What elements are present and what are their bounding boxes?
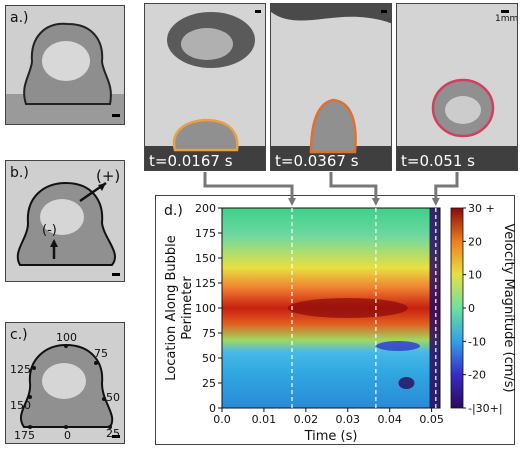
frame-3-scene xyxy=(397,4,517,170)
heatmap-low-band xyxy=(376,341,421,351)
perimeter-mark-25: 25 xyxy=(106,427,120,440)
heatmap-low-spot xyxy=(398,377,415,389)
frame-1-time: t=0.0167 s xyxy=(149,152,233,170)
perimeter-mark-50: 50 xyxy=(106,391,120,404)
y-tick-label: 0 xyxy=(209,402,216,415)
y-tick-label: 150 xyxy=(195,252,216,265)
perimeter-mark-100: 100 xyxy=(56,331,77,344)
colorbar-tick-label: -20 xyxy=(468,369,486,382)
scale-bar-label: 1mm xyxy=(495,14,518,24)
x-tick-label: 0.0 xyxy=(213,413,231,426)
positive-direction-label: (+) xyxy=(96,167,121,185)
y-tick-label: 100 xyxy=(195,302,216,315)
frame-connector-arrow-icon xyxy=(288,198,297,206)
panel-b-label: b.) xyxy=(10,165,29,181)
perimeter-mark-0: 0 xyxy=(64,429,71,442)
colorbar-tick-label: 0 xyxy=(468,302,475,315)
panel-d-label: d.) xyxy=(164,203,183,219)
x-axis-title: Time (s) xyxy=(304,429,358,444)
frame-2-time: t=0.0367 s xyxy=(275,152,359,170)
heatmap-area xyxy=(222,208,440,408)
panel-b-bubble xyxy=(6,161,124,281)
y-axis-title-line2: Perimeter xyxy=(180,276,195,340)
frame-connector-arrow-icon xyxy=(431,198,440,206)
frame-1-image: t=0.0167 s xyxy=(144,3,266,171)
x-tick-label: 0.04 xyxy=(377,413,402,426)
colorbar-gradient xyxy=(450,207,464,409)
colorbar-tick-label: -|30+| xyxy=(468,402,503,415)
heatmap-axes: 0.0 0.01 0.02 0.03 0.04 0.05 0 25 50 75 100 125 150 1… xyxy=(164,202,444,444)
y-tick-label: 125 xyxy=(195,277,216,290)
panel-a-label: a.) xyxy=(10,10,29,26)
y-axis-title-line1: Location Along Bubble xyxy=(164,235,179,380)
heatmap-peak-band xyxy=(287,298,408,318)
perimeter-mark-150: 150 xyxy=(10,399,31,412)
panel-a-bubble xyxy=(6,6,124,124)
x-tick-label: 0.03 xyxy=(336,413,361,426)
frame-connector-line xyxy=(203,172,294,200)
frame-connector-line xyxy=(329,172,378,200)
x-tick-label: 0.01 xyxy=(252,413,277,426)
frame-connectors xyxy=(203,172,459,206)
perimeter-mark-175: 175 xyxy=(14,429,35,442)
colorbar: 30 + 20 10 0 -10 -20 -|30+| Velocity Magnitude … xyxy=(450,202,516,415)
panel-c-bubble xyxy=(6,323,124,443)
frame-1-scene xyxy=(145,4,265,170)
panel-c-label: c.) xyxy=(10,327,28,343)
x-tick-label: 0.05 xyxy=(419,413,444,426)
y-tick-label: 50 xyxy=(202,352,216,365)
y-tick-label: 75 xyxy=(202,327,216,340)
frame-connector-arrow-icon xyxy=(371,198,380,206)
panel-b-image: b.) (+) (-) xyxy=(5,160,125,282)
negative-direction-label: (-) xyxy=(42,223,57,238)
colorbar-tick-label: 10 xyxy=(468,269,482,282)
colorbar-tick-label: 20 xyxy=(468,235,482,248)
colorbar-tick-label: -10 xyxy=(468,335,486,348)
colorbar-title: Velocity Magnitude (cm/s) xyxy=(501,223,516,392)
x-tick-label: 0.02 xyxy=(294,413,319,426)
perimeter-mark-125: 125 xyxy=(10,363,31,376)
y-tick-label: 200 xyxy=(195,202,216,215)
panel-a-image: a.) xyxy=(5,5,125,125)
y-tick-label: 175 xyxy=(195,227,216,240)
colorbar-tick-label: 30 + xyxy=(468,202,495,215)
perimeter-mark-75: 75 xyxy=(94,347,108,360)
frame-2-image: t=0.0367 s xyxy=(270,3,392,171)
frame-3-time: t=0.051 s xyxy=(401,152,475,170)
heatmap-end-strip xyxy=(429,208,440,408)
panel-c-image: c.) 100 75 125 50 150 25 175 0 xyxy=(5,322,125,444)
y-tick-label: 25 xyxy=(202,377,216,390)
frame-connector-line xyxy=(434,172,459,200)
frame-3-image: 1mm t=0.051 s xyxy=(396,3,518,171)
panel-d-frame xyxy=(155,195,515,445)
frame-2-scene xyxy=(271,4,391,170)
